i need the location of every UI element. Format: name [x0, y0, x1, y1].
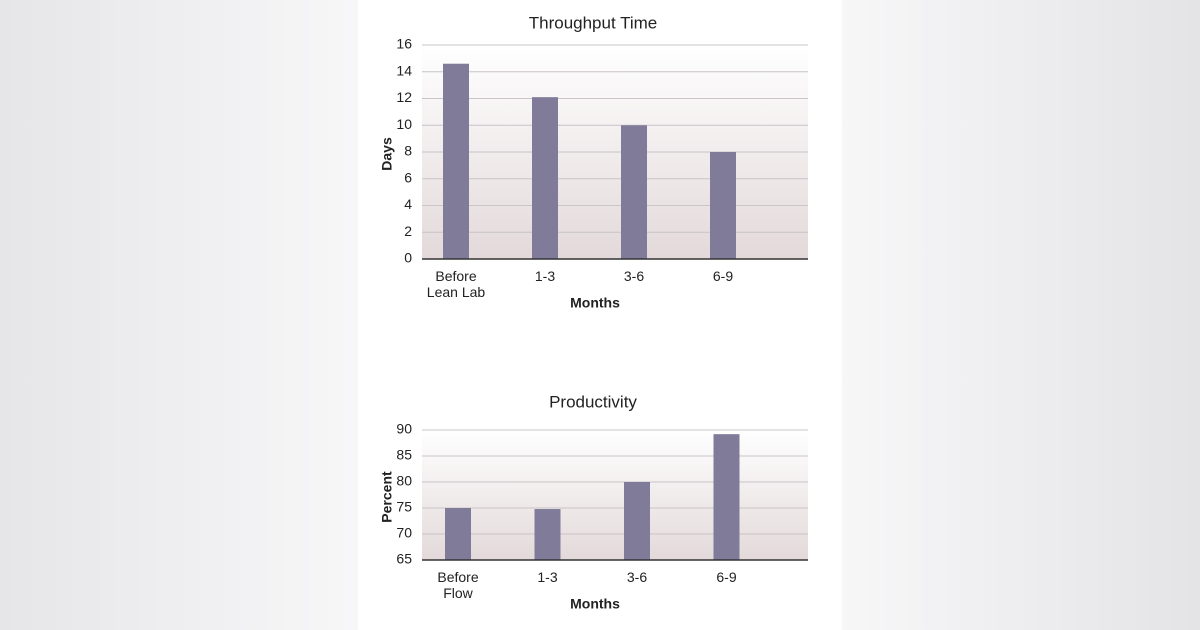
y-axis-label: Days — [379, 137, 395, 171]
y-tick-label: 70 — [396, 525, 412, 541]
y-tick-label: 75 — [396, 499, 412, 515]
bar — [710, 152, 736, 259]
y-tick-label: 65 — [396, 551, 412, 567]
y-tick-label: 2 — [404, 223, 412, 239]
x-tick-label: 1-3 — [534, 268, 556, 284]
x-axis-label: Months — [570, 596, 620, 612]
x-tick-label: 6-9 — [716, 569, 737, 585]
y-tick-label: 0 — [404, 250, 412, 266]
bar — [534, 509, 561, 560]
y-tick-label: 12 — [396, 89, 412, 105]
y-tick-label: 10 — [396, 116, 412, 132]
x-tick-label: 3-6 — [623, 268, 645, 284]
x-tick-label: Before Flow — [437, 569, 479, 601]
y-tick-label: 14 — [396, 62, 412, 78]
chart-title: Productivity — [549, 392, 637, 411]
x-tick-label: 1-3 — [537, 569, 558, 585]
y-tick-label: 6 — [404, 169, 412, 185]
bar — [532, 97, 558, 259]
y-tick-label: 4 — [404, 196, 412, 212]
y-axis-label: Percent — [379, 471, 395, 523]
y-tick-label: 8 — [404, 143, 412, 159]
x-tick-label: 6-9 — [712, 268, 734, 284]
x-tick-label: Before Lean Lab — [426, 268, 486, 300]
bar — [621, 125, 647, 259]
y-tick-label: 85 — [396, 447, 412, 463]
plot-area — [422, 430, 808, 560]
y-tick-label: 80 — [396, 473, 412, 489]
y-tick-label: 90 — [396, 421, 412, 437]
bar — [624, 482, 650, 560]
bar — [713, 434, 740, 560]
bar — [443, 63, 469, 259]
y-tick-label: 16 — [396, 36, 412, 52]
x-tick-label: 3-6 — [626, 569, 648, 585]
chart-title: Throughput Time — [529, 13, 658, 32]
x-axis-label: Months — [570, 295, 620, 311]
bar — [445, 508, 471, 560]
